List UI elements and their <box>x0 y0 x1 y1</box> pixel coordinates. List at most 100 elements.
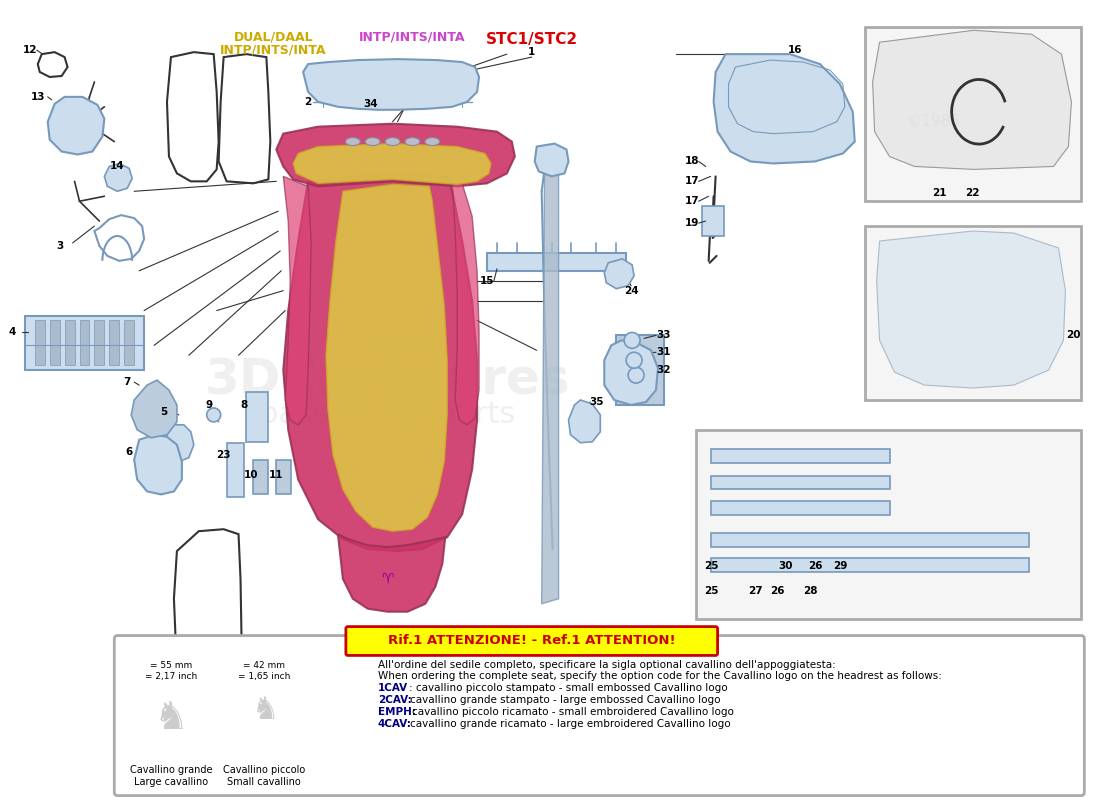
Text: 2: 2 <box>305 97 311 107</box>
Text: 26: 26 <box>770 586 784 596</box>
FancyBboxPatch shape <box>345 626 717 655</box>
Polygon shape <box>326 184 448 531</box>
Text: : cavallino piccolo stampato - small embossed Cavallino logo: : cavallino piccolo stampato - small emb… <box>409 683 728 694</box>
Bar <box>128 658 214 750</box>
Ellipse shape <box>385 138 400 146</box>
Bar <box>711 533 1028 547</box>
Bar <box>253 460 268 494</box>
Bar <box>360 72 395 97</box>
Bar <box>865 226 1081 400</box>
Text: 7: 7 <box>123 377 131 387</box>
Polygon shape <box>569 400 601 442</box>
Text: = 55 mm: = 55 mm <box>150 661 192 670</box>
Text: When ordering the complete seat, specify the option code for the Cavallino logo : When ordering the complete seat, specify… <box>377 671 942 682</box>
Text: 33: 33 <box>657 330 671 340</box>
Text: 9: 9 <box>206 400 212 410</box>
Text: 19: 19 <box>684 218 699 228</box>
Text: 3: 3 <box>56 241 64 251</box>
Polygon shape <box>535 143 569 176</box>
Text: INTP/INTS/INTA: INTP/INTS/INTA <box>360 30 465 44</box>
Polygon shape <box>284 174 477 551</box>
Text: 25: 25 <box>704 586 719 596</box>
Polygon shape <box>452 183 480 425</box>
Text: 4: 4 <box>8 327 15 338</box>
Bar <box>711 502 890 515</box>
Text: 27: 27 <box>748 586 762 596</box>
Text: 1: 1 <box>528 47 536 57</box>
Text: 21: 21 <box>932 188 946 198</box>
Text: = 2,17 inch: = 2,17 inch <box>145 672 197 681</box>
Bar <box>227 663 301 743</box>
Bar <box>711 475 890 490</box>
Bar <box>50 321 59 366</box>
Polygon shape <box>604 259 634 289</box>
Text: Small cavallino: Small cavallino <box>228 777 301 786</box>
Text: ©1985: ©1985 <box>908 114 961 130</box>
Polygon shape <box>541 151 559 604</box>
Text: ♈: ♈ <box>382 572 394 586</box>
Circle shape <box>624 333 640 348</box>
Text: Large cavallino: Large cavallino <box>134 777 208 786</box>
Text: 26: 26 <box>807 561 822 571</box>
Text: 6: 6 <box>125 446 133 457</box>
Bar <box>276 460 292 494</box>
Text: STC1/STC2: STC1/STC2 <box>486 32 578 46</box>
Text: 20: 20 <box>1066 330 1080 340</box>
Circle shape <box>628 367 643 383</box>
Text: 3DCarSpares: 3DCarSpares <box>205 356 571 404</box>
Text: 31: 31 <box>657 347 671 358</box>
Text: 15: 15 <box>480 276 494 286</box>
Text: 5: 5 <box>161 407 167 417</box>
Polygon shape <box>701 475 711 490</box>
Text: cavallino grande ricamato - large embroidered Cavallino logo: cavallino grande ricamato - large embroi… <box>410 719 732 729</box>
Text: 11: 11 <box>270 470 284 479</box>
Text: 22: 22 <box>965 188 979 198</box>
Ellipse shape <box>345 138 361 146</box>
Text: INTP/INTS/INTA: INTP/INTS/INTA <box>220 44 327 57</box>
Text: 1CAV: 1CAV <box>377 683 408 694</box>
Polygon shape <box>714 54 855 163</box>
Polygon shape <box>604 340 658 405</box>
Bar <box>124 321 134 366</box>
Text: 34: 34 <box>363 99 378 109</box>
Circle shape <box>626 352 642 368</box>
Text: 17: 17 <box>684 176 700 186</box>
Bar <box>616 335 664 405</box>
Text: 17: 17 <box>684 196 700 206</box>
Text: cavallino piccolo ricamato - small embroidered Cavallino logo: cavallino piccolo ricamato - small embro… <box>412 707 735 717</box>
Polygon shape <box>701 558 711 572</box>
Bar <box>65 321 75 366</box>
Polygon shape <box>47 97 104 154</box>
Polygon shape <box>134 434 182 494</box>
Text: 30: 30 <box>778 561 792 571</box>
Text: 16: 16 <box>788 45 802 55</box>
Text: 2CAV:: 2CAV: <box>377 695 411 705</box>
Polygon shape <box>164 425 194 462</box>
Bar <box>95 321 104 366</box>
Polygon shape <box>877 231 1066 388</box>
Ellipse shape <box>405 138 420 146</box>
Text: Cavallino piccolo: Cavallino piccolo <box>223 765 306 774</box>
Bar <box>25 315 144 370</box>
Text: 35: 35 <box>590 397 604 407</box>
Bar <box>865 27 1081 202</box>
Circle shape <box>207 408 221 422</box>
Bar <box>246 392 268 442</box>
Polygon shape <box>284 176 311 425</box>
Text: ♞: ♞ <box>251 695 278 725</box>
Text: All'ordine del sedile completo, specificare la sigla optional cavallino dell'app: All'ordine del sedile completo, specific… <box>377 660 835 670</box>
Text: 25: 25 <box>704 561 719 571</box>
Text: 23: 23 <box>217 450 231 460</box>
Text: 4CAV:: 4CAV: <box>377 719 411 729</box>
Polygon shape <box>104 163 132 191</box>
Text: = 42 mm: = 42 mm <box>243 661 285 670</box>
Bar <box>227 442 244 498</box>
Bar <box>695 430 1081 618</box>
Text: ♞: ♞ <box>154 699 188 737</box>
Polygon shape <box>701 533 711 547</box>
Text: passion for parts: passion for parts <box>260 401 516 430</box>
Text: = 1,65 inch: = 1,65 inch <box>239 672 290 681</box>
Text: Rif.1 ATTENZIONE! - Ref.1 ATTENTION!: Rif.1 ATTENZIONE! - Ref.1 ATTENTION! <box>388 634 675 647</box>
Bar <box>711 449 890 462</box>
Ellipse shape <box>425 138 440 146</box>
